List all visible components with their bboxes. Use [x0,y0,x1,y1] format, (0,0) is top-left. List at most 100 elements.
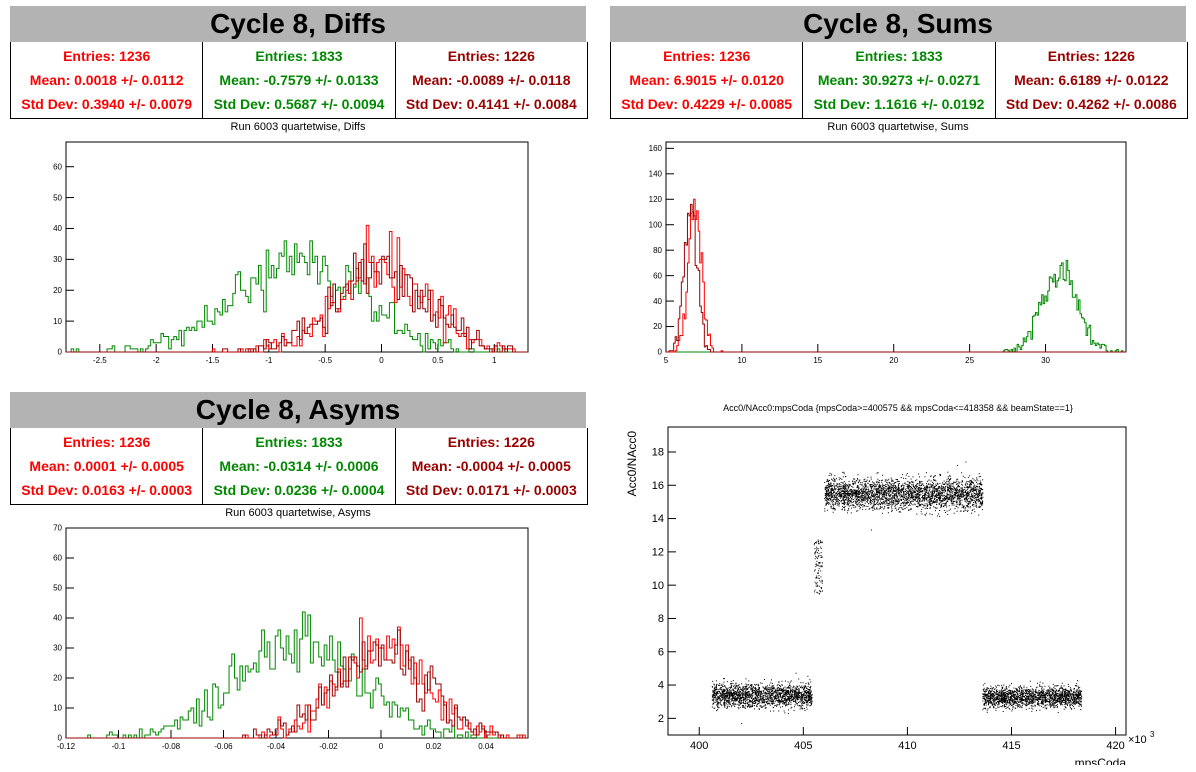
scatter-point [774,697,776,699]
scatter-point [980,484,982,486]
scatter-point [777,692,779,694]
scatter-point [856,497,858,499]
scatter-point [914,486,916,488]
scatter-point [762,694,764,696]
scatter-point [803,687,805,689]
scatter-point [927,505,929,507]
scatter-point [872,491,874,493]
scatter-point [838,503,840,505]
scatter-point [808,696,810,698]
scatter-point [944,484,946,486]
scatter-point [771,692,773,694]
scatter-point [907,496,909,498]
scatter-point [927,492,929,494]
scatter-point [807,692,809,694]
scatter-point [871,486,873,488]
scatter-point [713,693,715,695]
scatter-point [827,480,829,482]
scatter-point [923,505,925,507]
scatter-point [878,480,880,482]
scatter-point [807,690,809,692]
scatter-point [780,689,782,691]
scatter-point [871,486,873,488]
scatter-point [889,486,891,488]
scatter-point [957,489,959,491]
scatter-point [855,500,857,502]
scatter-point [944,490,946,492]
scatter-point [929,488,931,490]
scatter-point [856,486,858,488]
scatter-point [957,495,959,497]
scatter-point [889,489,891,491]
scatter-point [917,498,919,500]
scatter-point [873,494,875,496]
scatter-point [974,494,976,496]
scatter-point [743,689,745,691]
scatter-point [836,485,838,487]
scatter-point [961,506,963,508]
scatter-point [876,489,878,491]
scatter-point [719,702,721,704]
scatter-point [793,697,795,699]
scatter-point [771,695,773,697]
scatter-point [861,490,863,492]
scatter-point [782,695,784,697]
scatter-point [715,685,717,687]
scatter-point [878,497,880,499]
scatter-point [781,680,783,682]
scatter-point [975,506,977,508]
scatter-point [925,492,927,494]
scatter-point [809,689,811,691]
scatter-point [789,698,791,700]
scatter-point [832,500,834,502]
scatter-point [857,495,859,497]
scatter-point [936,499,938,501]
scatter-point [895,490,897,492]
scatter-point [826,494,828,496]
scatter-point [919,494,921,496]
scatter-point [826,478,828,480]
scatter-point [978,490,980,492]
scatter-point [922,488,924,490]
scatter-point [784,686,786,688]
scatter-point [890,494,892,496]
scatter-point [721,700,723,702]
scatter-point [860,494,862,496]
scatter-point [841,488,843,490]
scatter-point [805,695,807,697]
scatter-point [929,497,931,499]
scatter-point [833,494,835,496]
scatter-point [781,698,783,700]
scatter-point [800,682,802,684]
scatter-point [876,496,878,498]
scatter-point [854,482,856,484]
scatter-point [781,699,783,701]
scatter-point [912,492,914,494]
scatter-point [942,498,944,500]
scatter-point [797,695,799,697]
scatter-point [921,481,923,483]
scatter-point [836,502,838,504]
scatter-point [977,483,979,485]
diffs-hist-title: Run 6003 quartetwise, Diffs [230,121,366,133]
scatter-point [905,499,907,501]
scatter-point [801,699,803,701]
scatter-point [787,712,789,714]
scatter-point [867,493,869,495]
scatter-point [850,490,852,492]
scatter-point [857,503,859,505]
scatter-point [844,488,846,490]
scatter-point [956,490,958,492]
scatter-point [934,488,936,490]
scatter-point [937,515,939,517]
scatter-point [921,503,923,505]
scatter-point [744,708,746,710]
scatter-point [751,684,753,686]
scatter-point [824,487,826,489]
scatter-point [733,693,735,695]
scatter-point [918,495,920,497]
scatter-point [877,487,879,489]
scatter-point [915,501,917,503]
scatter-point [844,504,846,506]
scatter-point [765,686,767,688]
